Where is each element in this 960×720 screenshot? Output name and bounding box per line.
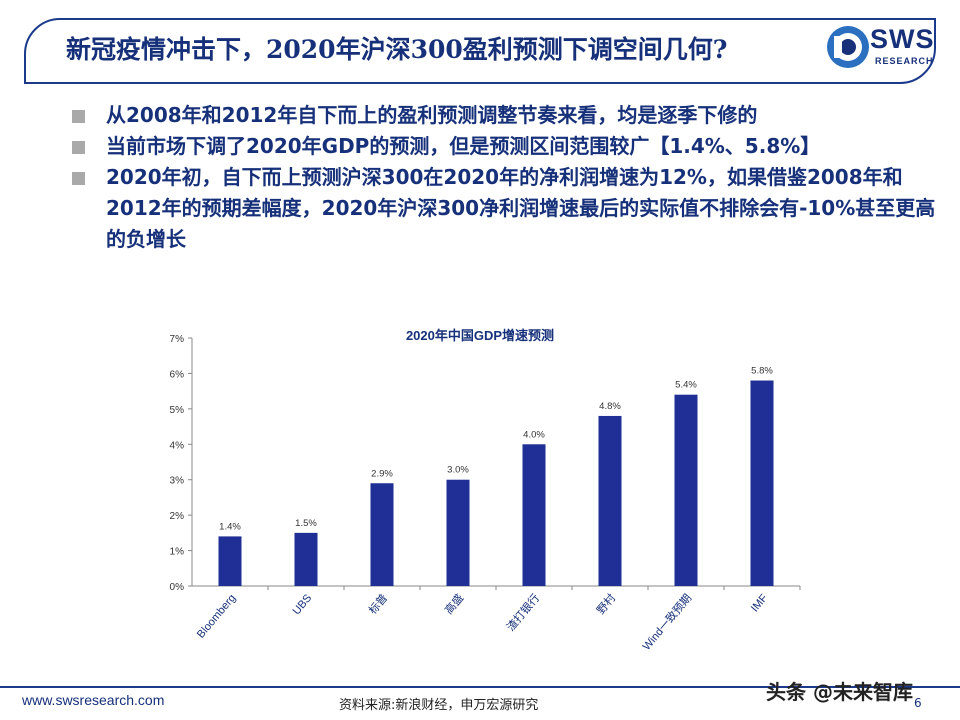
x-category-label: 标普 bbox=[365, 591, 390, 617]
chart-title: 2020年中国GDP增速预测 bbox=[406, 328, 554, 343]
x-category-label: IMF bbox=[749, 592, 771, 614]
bar bbox=[674, 394, 698, 586]
bullet-square-icon bbox=[72, 110, 85, 123]
bar bbox=[294, 532, 318, 586]
bar bbox=[446, 479, 470, 586]
footer-url-link[interactable]: www.swsresearch.com bbox=[22, 692, 165, 708]
x-category-label: 渣打银行 bbox=[503, 591, 542, 634]
page-title: 新冠疫情冲击下，2020年沪深300盈利预测下调空间几何? bbox=[66, 35, 728, 64]
bar bbox=[522, 444, 546, 586]
x-category-label: 野村 bbox=[593, 591, 618, 617]
page-number: 6 bbox=[914, 696, 922, 710]
y-tick-label: 2% bbox=[170, 511, 185, 522]
footer-divider bbox=[0, 686, 960, 688]
bullet-list: 从2008年和2012年自下而上的盈利预测调整节奏来看，均是逐季下修的 当前市场… bbox=[72, 100, 942, 255]
y-tick-label: 0% bbox=[170, 582, 185, 593]
bar bbox=[370, 483, 394, 586]
sws-logo-icon bbox=[812, 22, 869, 78]
footer-source: 资料来源:新浪财经，申万宏源研究 bbox=[339, 698, 539, 713]
bar-value-label: 2.9% bbox=[371, 468, 393, 479]
x-category-label: Wind一致预期 bbox=[639, 591, 694, 653]
x-category-label: 高盛 bbox=[441, 591, 466, 617]
logo-subtext: RESEARCH bbox=[875, 56, 934, 66]
bullet-item: 从2008年和2012年自下而上的盈利预测调整节奏来看，均是逐季下修的 bbox=[72, 100, 942, 131]
y-tick-label: 3% bbox=[170, 476, 185, 487]
watermark: 头条 @未来智库 bbox=[766, 680, 913, 704]
bar-value-label: 3.0% bbox=[447, 465, 469, 476]
x-category-label: UBS bbox=[291, 592, 315, 617]
bullet-text: 2020年初，自下而上预测沪深300在2020年的净利润增速为12%，如果借鉴2… bbox=[106, 165, 936, 251]
bullet-square-icon bbox=[72, 172, 85, 185]
bar-value-label: 5.8% bbox=[751, 366, 773, 377]
bar-value-label: 1.5% bbox=[295, 518, 317, 529]
bar-value-label: 4.8% bbox=[599, 401, 621, 412]
bullet-item: 2020年初，自下而上预测沪深300在2020年的净利润增速为12%，如果借鉴2… bbox=[72, 162, 942, 255]
bar bbox=[218, 536, 242, 586]
bullet-text: 从2008年和2012年自下而上的盈利预测调整节奏来看，均是逐季下修的 bbox=[106, 103, 758, 127]
y-tick-label: 4% bbox=[170, 440, 185, 451]
logo-wordmark: SWS bbox=[870, 24, 935, 54]
bar-value-label: 1.4% bbox=[219, 521, 241, 532]
bullet-text: 当前市场下调了2020年GDP的预测，但是预测区间范围较广【1.4%、5.8%】 bbox=[106, 134, 821, 158]
x-category-label: Bloomberg bbox=[195, 592, 238, 640]
y-tick-label: 1% bbox=[170, 547, 185, 558]
y-tick-label: 5% bbox=[170, 405, 185, 416]
gdp-forecast-chart: 2020年中国GDP增速预测 0% 1% 2% 3% 4% 5% 6% 7% 1.4% Bloom… bbox=[170, 328, 801, 653]
bullet-item: 当前市场下调了2020年GDP的预测，但是预测区间范围较广【1.4%、5.8%】 bbox=[72, 131, 942, 162]
title-frame bbox=[24, 18, 936, 84]
bar-value-label: 5.4% bbox=[675, 380, 697, 391]
bullet-square-icon bbox=[72, 141, 85, 154]
bar bbox=[750, 380, 774, 586]
bar-value-label: 4.0% bbox=[523, 429, 545, 440]
y-tick-label: 7% bbox=[170, 334, 185, 345]
y-tick-label: 6% bbox=[170, 369, 185, 380]
bar bbox=[598, 415, 622, 586]
